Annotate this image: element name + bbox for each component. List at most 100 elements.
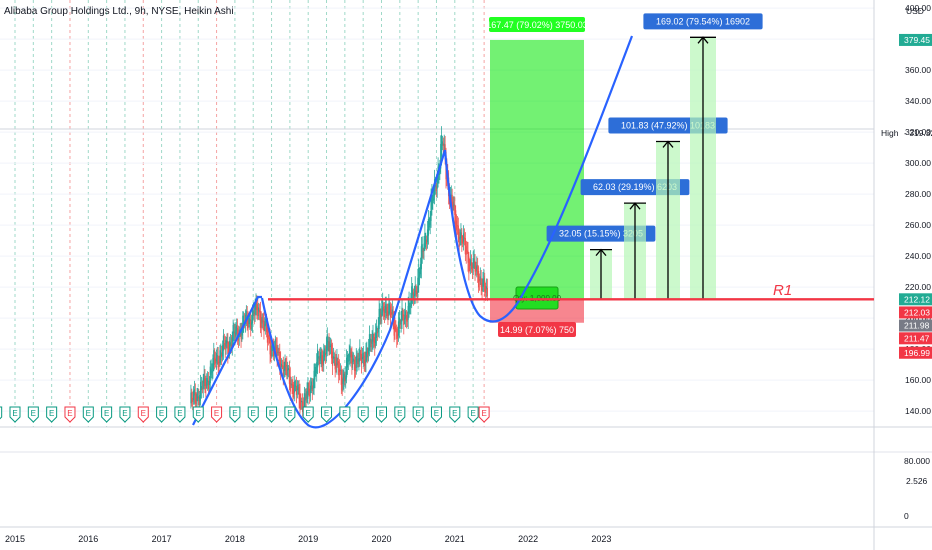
candle-body	[373, 337, 375, 343]
candle-body	[333, 356, 335, 358]
candle-body	[212, 358, 214, 372]
cup-curve	[192, 35, 634, 429]
chart-title: Alibaba Group Holdings Ltd., 9h, NYSE, H…	[4, 6, 234, 17]
candle-body	[350, 351, 352, 358]
earnings-marker	[478, 406, 490, 423]
candle-body	[393, 316, 395, 336]
candle-body	[456, 225, 459, 227]
price-axis[interactable]: 140.00160.00180.00200.00220.00240.00260.…	[881, 3, 932, 521]
candle-body	[351, 354, 353, 368]
candle-body	[368, 334, 371, 351]
price-label-bg	[899, 306, 932, 319]
candle-body	[319, 355, 321, 361]
candle-body	[377, 325, 379, 333]
candle-body	[194, 392, 196, 403]
candle-body	[479, 276, 481, 281]
earnings-marker-label: E	[214, 409, 219, 418]
candle-body	[315, 371, 317, 374]
candle-body	[399, 322, 401, 325]
candle-body	[348, 353, 350, 361]
candle-body	[343, 373, 345, 382]
price-label: 212.03	[904, 307, 930, 317]
candle-body	[223, 343, 225, 345]
earnings-marker-label: E	[251, 409, 256, 418]
candle-body	[473, 258, 475, 263]
candle-body	[322, 359, 324, 366]
cup-arc	[260, 149, 447, 429]
candle-body	[344, 377, 346, 382]
candle-body	[244, 314, 247, 324]
candle-body	[309, 385, 312, 393]
measurement-label: 62.03 (29.19%) 6203	[593, 182, 677, 192]
candle-body	[362, 352, 364, 359]
candle-body	[294, 380, 296, 392]
y-tick-label: 340.00	[905, 96, 931, 106]
candle-body	[284, 358, 286, 371]
earnings-marker-label: E	[12, 409, 17, 418]
y-tick-label: 260.00	[905, 220, 931, 230]
candle-body	[462, 233, 465, 242]
candle-body	[426, 229, 429, 242]
candle-body	[254, 304, 256, 315]
earnings-marker-label: E	[306, 409, 311, 418]
candle-body	[251, 307, 254, 324]
candle-body	[436, 178, 438, 189]
candle-body	[275, 344, 277, 349]
candle-body	[481, 282, 483, 291]
candle-body	[366, 347, 368, 358]
candle-body	[287, 368, 290, 370]
candle-body	[452, 201, 454, 211]
lower-pane-value: 80.000	[904, 456, 930, 466]
candle-body	[271, 345, 273, 352]
earnings-marker-label: E	[31, 409, 36, 418]
candle-body	[386, 306, 388, 317]
candle-body	[228, 348, 230, 354]
candle-body	[332, 356, 335, 359]
candle-body	[323, 351, 325, 363]
earnings-marker-label: E	[324, 409, 329, 418]
candle-body	[429, 216, 431, 226]
earnings-marker	[284, 406, 296, 423]
candle-body	[388, 303, 390, 314]
earnings-marker-label: E	[269, 409, 274, 418]
candle-body	[346, 357, 348, 378]
candle-body	[482, 278, 484, 287]
candle-body	[287, 369, 289, 371]
candle-body	[355, 356, 357, 369]
candle-body	[342, 378, 344, 384]
earnings-marker	[174, 406, 186, 423]
candle-body	[260, 319, 262, 328]
candle-body	[192, 398, 194, 402]
candle-body	[278, 352, 280, 354]
candle-body	[330, 343, 332, 347]
candle-body	[209, 366, 211, 384]
candle-body	[384, 306, 386, 313]
x-tick-label: 2018	[225, 534, 245, 544]
earnings-date-lines	[14, 0, 485, 427]
earnings-marker	[211, 406, 223, 423]
candle-body	[346, 354, 349, 368]
candle-body	[441, 135, 443, 157]
candle-body	[324, 352, 327, 356]
candle-body	[265, 322, 268, 333]
resistance-line[interactable]: R1	[268, 282, 874, 301]
time-axis[interactable]: 2015 2016 2017 2018 2019 2020 2021 2022 2023	[5, 534, 611, 544]
candle-body	[379, 308, 381, 319]
candle-body	[411, 286, 413, 304]
candle-body	[218, 361, 220, 364]
candle-body	[210, 368, 212, 375]
candle-body	[353, 359, 356, 371]
candle-body	[405, 315, 408, 321]
candle-body	[265, 318, 267, 326]
y-tick-label: 300.00	[905, 158, 931, 168]
earnings-marker-label: E	[452, 409, 457, 418]
candle-body	[486, 287, 488, 297]
candle-body	[245, 310, 247, 320]
earnings-marker	[156, 406, 168, 423]
candle-body	[213, 350, 215, 365]
candle-body	[470, 259, 472, 266]
candle-body	[207, 380, 210, 390]
measurement-bars[interactable]: 32.05 (15.15%) 3205 62.03 (29.19%) 6203 10…	[546, 13, 763, 300]
price-label: 196.99	[904, 348, 930, 358]
